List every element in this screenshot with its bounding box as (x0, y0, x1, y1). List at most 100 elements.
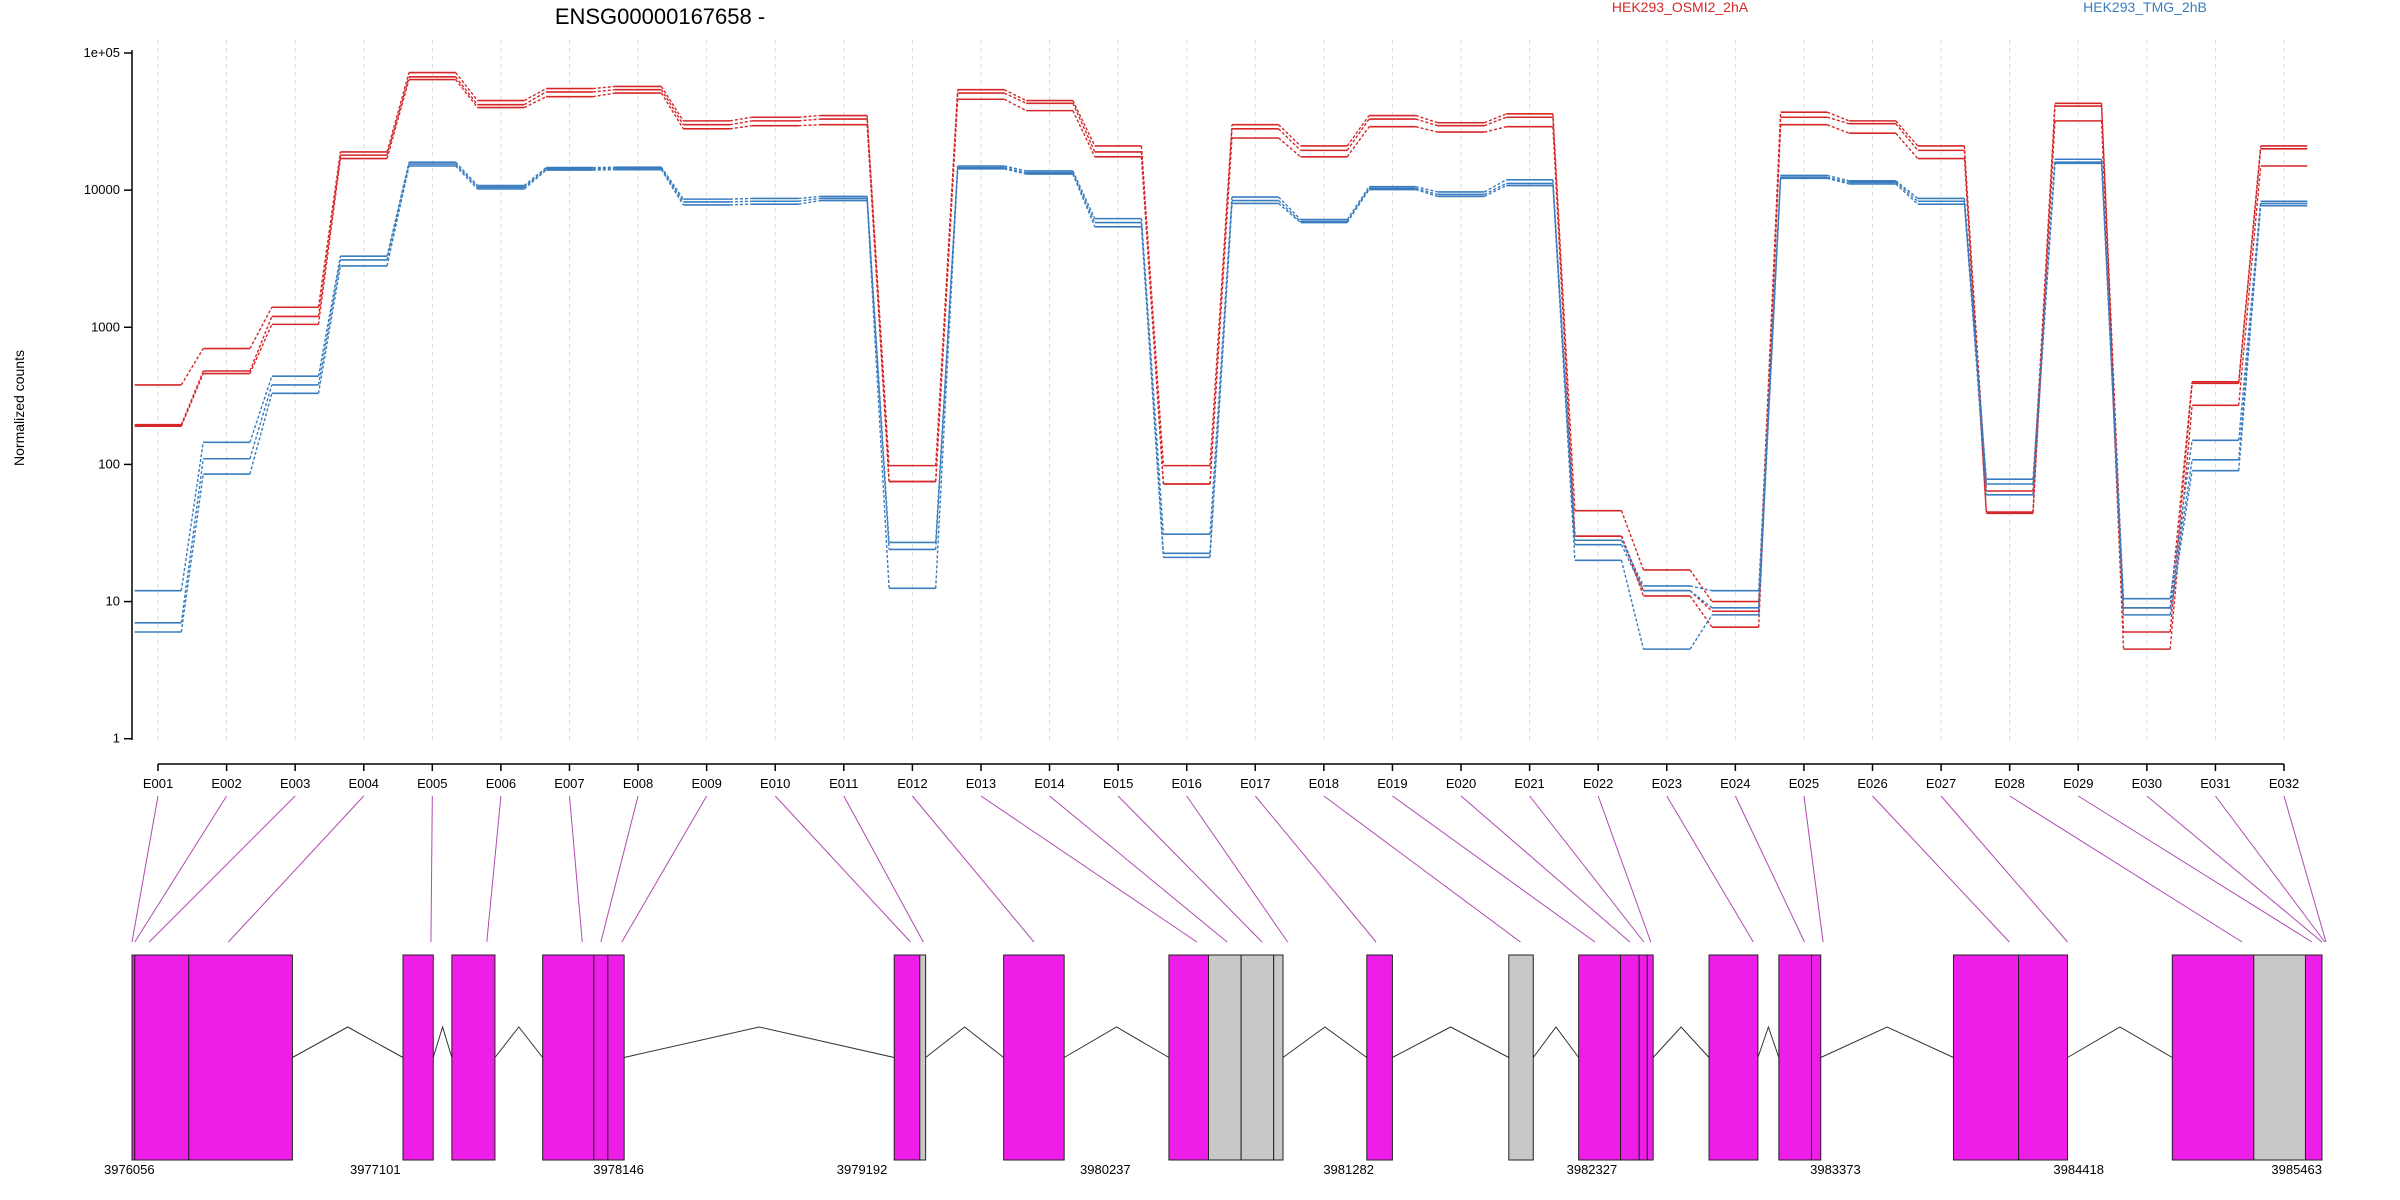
series-2-connector (2238, 165, 2262, 406)
series-5-connector (1827, 177, 1850, 185)
series-5-connector (1895, 183, 1919, 205)
exon-connector-E018 (1323, 795, 1521, 943)
exon-connector-E013 (980, 795, 1198, 943)
series-0-connector (729, 116, 753, 122)
series-4-connector (1895, 181, 1919, 202)
series-4-connector (935, 167, 959, 550)
genomic-tick-label: 3981282 (1323, 1162, 1374, 1177)
connector-layer (131, 795, 2327, 943)
intron-line (292, 1026, 404, 1058)
intron-line (624, 1026, 895, 1058)
series-2-connector (866, 124, 890, 482)
x-tick-label-E018: E018 (1309, 776, 1339, 791)
x-tick-label-E015: E015 (1103, 776, 1133, 791)
series-0-connector (386, 72, 410, 153)
exon-box-E011 (1003, 954, 1065, 1161)
series-5-connector (2100, 163, 2125, 615)
exon-connector-E009 (621, 795, 708, 943)
series-0-connector (249, 306, 273, 349)
exon-connector-E032 (2283, 795, 2327, 943)
series-3-connector (1827, 174, 1850, 182)
x-tick-label-E004: E004 (349, 776, 379, 791)
series-5-connector (866, 200, 890, 589)
genomic-tick-label: 3977101 (350, 1162, 401, 1177)
series-2-connector (523, 96, 547, 109)
series-0-connector (1072, 100, 1096, 147)
exon-box-E016 (1366, 954, 1393, 1161)
x-tick-label-E021: E021 (1514, 776, 1544, 791)
series-0-connector (660, 86, 684, 122)
series-1-connector (386, 76, 410, 156)
series-0-connector (1003, 89, 1027, 102)
series-5-connector (523, 169, 547, 190)
series-5-connector (798, 199, 821, 205)
series-4-connector (798, 197, 821, 202)
series-2-connector (249, 324, 273, 374)
series-2-connector (1689, 595, 1713, 628)
series-4-connector (1963, 201, 1988, 485)
genomic-tick-label: 3976056 (104, 1162, 155, 1177)
x-tick-label-E020: E020 (1446, 776, 1476, 791)
exon-box-E002 (134, 954, 190, 1161)
series-5-connector (249, 393, 273, 475)
series-5-connector (386, 165, 410, 267)
exon-box-E013 (1207, 954, 1242, 1161)
x-tick-label-E022: E022 (1583, 776, 1613, 791)
series-4 (134, 161, 2308, 624)
series-0-connector (798, 114, 821, 118)
x-tick-label-E029: E029 (2063, 776, 2093, 791)
intron-line (494, 1026, 544, 1058)
x-tick-label-E006: E006 (486, 776, 516, 791)
series-3-connector (798, 195, 821, 200)
series-3-connector (1620, 539, 1645, 587)
exon-connector-E030 (2146, 795, 2323, 943)
series-3-connector (2169, 440, 2193, 599)
x-tick-label-E002: E002 (211, 776, 241, 791)
series-2-connector (455, 79, 479, 109)
series-3-connector (249, 375, 273, 443)
exon-connector-E010 (774, 795, 911, 943)
series-3-connector (317, 256, 342, 377)
series-1-connector (592, 89, 615, 93)
series-4-connector (317, 259, 342, 386)
series-3-connector (660, 166, 684, 200)
y-tick-label: 10 (106, 594, 120, 609)
axes-layer: 1 10 100 1000 10000 1e+05 E001 E002 E003 E004 E005… (83, 45, 2299, 791)
exon-connector-E006 (486, 795, 502, 943)
series-1 (134, 76, 2308, 633)
series-0-connector (1278, 124, 1302, 147)
series-3-connector (2238, 201, 2262, 441)
series-4-connector (1552, 183, 1576, 545)
series-3-connector (523, 167, 547, 187)
exon-box-E024 (1810, 954, 1822, 1161)
series-1-connector (1963, 150, 1988, 492)
series-0-connector (1689, 569, 1713, 602)
exon-box-E010 (919, 954, 927, 1161)
exon-box-E027 (2171, 954, 2255, 1161)
series-1-connector (1003, 92, 1027, 104)
series-2-connector (1620, 535, 1645, 597)
series-4-connector (1689, 590, 1713, 609)
series-1-connector (1278, 128, 1302, 151)
series-1-connector (798, 118, 821, 122)
exon-box-E009 (893, 954, 921, 1161)
series-3-connector (1004, 165, 1027, 172)
exon-box-E004 (402, 954, 434, 1161)
exon-box-E020 (1638, 954, 1648, 1161)
exon-box-E019 (1620, 954, 1640, 1161)
exon-connector-E017 (1254, 795, 1377, 943)
series-2-connector (1895, 132, 1919, 159)
exon-connector-E029 (2077, 795, 2313, 943)
genomic-tick-label: 3979192 (837, 1162, 888, 1177)
series-4-connector (1484, 182, 1507, 196)
exon-box-E003 (188, 954, 293, 1161)
series-1-connector (455, 76, 479, 106)
exon-box-E022 (1708, 954, 1759, 1161)
exon-connector-E004 (228, 795, 365, 943)
series-2-connector (1072, 110, 1096, 158)
series-2-connector (729, 125, 753, 130)
series-1-connector (1689, 590, 1713, 612)
series-5-connector (1004, 168, 1027, 175)
